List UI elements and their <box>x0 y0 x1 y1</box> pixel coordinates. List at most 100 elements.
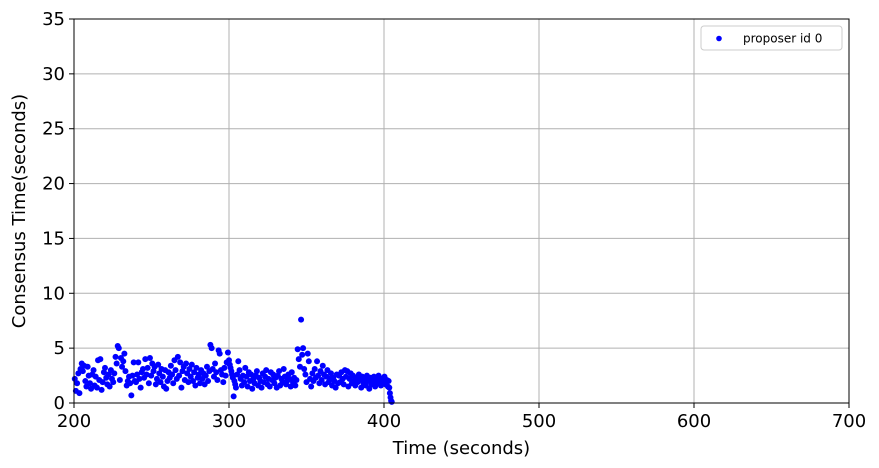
data-point <box>146 355 153 362</box>
data-point <box>295 356 302 363</box>
data-point <box>97 356 104 363</box>
x-tick-label: 300 <box>212 411 246 432</box>
data-point <box>120 358 127 365</box>
data-point <box>305 358 312 365</box>
data-point <box>188 361 195 368</box>
data-point <box>115 345 122 352</box>
data-point <box>208 345 215 352</box>
data-point <box>174 353 181 360</box>
data-point <box>319 362 326 369</box>
data-point <box>127 380 134 387</box>
data-point <box>235 358 242 365</box>
data-point <box>170 380 177 387</box>
data-point <box>79 368 86 375</box>
data-point <box>167 362 174 369</box>
data-point <box>119 363 126 370</box>
data-point <box>332 384 339 391</box>
data-point <box>145 380 152 387</box>
data-point <box>249 385 256 392</box>
data-point <box>309 370 316 377</box>
y-tick-label: 35 <box>42 9 65 30</box>
data-point <box>280 365 287 372</box>
data-point <box>112 353 119 360</box>
data-point <box>276 368 283 375</box>
data-point <box>232 384 239 391</box>
y-tick-label: 20 <box>42 174 65 195</box>
data-points <box>71 316 395 405</box>
data-point <box>388 398 395 405</box>
data-point <box>301 365 308 372</box>
data-point <box>183 360 190 367</box>
data-point <box>176 372 183 379</box>
data-point <box>243 373 250 380</box>
data-point <box>128 392 135 399</box>
data-point <box>298 316 305 323</box>
data-point <box>386 384 393 391</box>
data-point <box>205 378 212 385</box>
x-axis-label: Time (seconds) <box>392 438 530 459</box>
data-point <box>299 351 306 358</box>
data-point <box>193 364 200 371</box>
data-point <box>82 378 89 385</box>
data-point <box>187 373 194 380</box>
y-axis-label: Consensus Time(seconds) <box>9 94 30 328</box>
data-point <box>190 378 197 385</box>
data-point <box>169 371 176 378</box>
data-point <box>177 359 184 366</box>
data-point <box>134 371 141 378</box>
data-point <box>314 358 321 365</box>
legend-label: proposer id 0 <box>743 32 822 46</box>
data-point <box>136 375 143 382</box>
data-point <box>121 350 128 357</box>
data-point <box>71 375 78 382</box>
data-point <box>178 384 185 391</box>
data-point <box>315 372 322 379</box>
data-point <box>113 360 120 367</box>
data-point <box>311 365 318 372</box>
data-point <box>253 368 260 375</box>
data-point <box>93 384 100 391</box>
data-point <box>111 370 118 377</box>
y-tick-label: 25 <box>42 119 65 140</box>
data-point <box>84 363 91 370</box>
legend-marker <box>716 35 722 42</box>
data-point <box>242 364 249 371</box>
data-point <box>327 370 334 377</box>
data-point <box>102 364 108 371</box>
data-point <box>244 383 251 390</box>
data-point <box>197 380 204 387</box>
data-point <box>293 376 300 383</box>
data-point <box>155 361 162 368</box>
data-point <box>110 379 117 386</box>
data-point <box>214 376 221 383</box>
data-point <box>294 346 301 353</box>
y-tick-label: 10 <box>42 283 65 304</box>
data-point <box>340 381 347 388</box>
data-point <box>142 356 149 363</box>
data-point <box>74 380 81 387</box>
data-point <box>241 379 248 386</box>
data-point <box>304 350 311 357</box>
data-point <box>222 372 229 379</box>
data-point <box>157 379 164 386</box>
data-point <box>366 385 373 392</box>
y-tick-label: 15 <box>42 228 65 249</box>
data-point <box>122 368 129 375</box>
legend-box <box>700 25 843 51</box>
data-point <box>263 367 270 374</box>
data-point <box>202 372 209 379</box>
data-point <box>248 371 255 378</box>
data-point <box>90 367 97 374</box>
data-point <box>236 367 243 374</box>
legend: proposer id 0 <box>700 25 843 51</box>
data-point <box>137 384 144 391</box>
data-point <box>230 393 237 400</box>
data-point <box>224 349 231 356</box>
plot-frame <box>73 18 850 404</box>
data-point <box>172 367 179 374</box>
x-tick-label: 500 <box>522 411 556 432</box>
data-point <box>212 360 219 367</box>
data-point <box>358 384 365 391</box>
data-point <box>148 372 155 379</box>
